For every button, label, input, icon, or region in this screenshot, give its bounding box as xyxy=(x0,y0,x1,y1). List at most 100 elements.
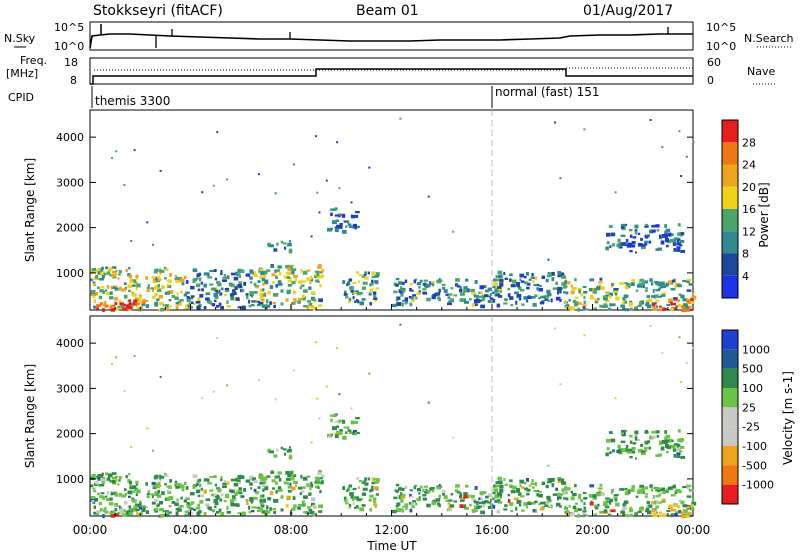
velocity-echo-cell xyxy=(207,506,212,510)
power-echo-cell xyxy=(510,284,516,288)
power-echo-cell xyxy=(479,285,484,290)
power-echo-cell xyxy=(677,223,681,227)
velocity-echo-cell xyxy=(336,347,339,350)
velocity-echo-cell xyxy=(274,398,277,401)
velocity-echo-cell xyxy=(599,483,603,487)
power-echo-cell xyxy=(155,276,158,281)
velocity-echo-cell xyxy=(544,504,549,507)
velocity-echo-cell xyxy=(638,488,642,492)
beam-title: Beam 01 xyxy=(356,3,419,19)
velocity-echo-cell xyxy=(682,504,687,507)
power-echo-cell xyxy=(509,273,513,277)
power-echo-cell xyxy=(670,238,675,243)
velocity-echo-cell xyxy=(249,475,254,480)
velocity-echo-cell xyxy=(368,372,371,375)
power-echo-cell xyxy=(671,233,674,237)
power-echo-cell xyxy=(245,273,251,277)
power-echo-cell xyxy=(644,280,649,284)
velocity-echo-cell xyxy=(159,475,165,479)
velocity-echo-cell xyxy=(487,505,492,510)
nave-tick-upper: 60 xyxy=(707,56,721,69)
velocity-echo-cell xyxy=(674,443,679,446)
velocity-echo-cell xyxy=(235,503,240,507)
power-echo-cell xyxy=(123,184,126,186)
velocity-echo-cell xyxy=(119,492,123,497)
velocity-echo-cell xyxy=(593,494,597,498)
power-echo-cell xyxy=(609,245,612,249)
velocity-echo-cell xyxy=(109,479,112,483)
velocity-echo-cell xyxy=(151,481,156,485)
top-panel-frame xyxy=(89,21,694,51)
velocity-echo-cell xyxy=(455,489,458,493)
power-echo-cell xyxy=(259,294,264,299)
power-echo-cell xyxy=(685,155,688,158)
velocity-echo-cell xyxy=(605,500,610,503)
velocity-echo-cell xyxy=(409,489,413,492)
power-echo-cell xyxy=(264,280,269,285)
velocity-echo-cell xyxy=(318,510,323,513)
power-echo-cell xyxy=(639,278,644,282)
power-echo-cell xyxy=(101,289,104,293)
velocity-echo-cell xyxy=(263,480,267,485)
power-echo-cell xyxy=(639,284,643,288)
velocity-echo-cell xyxy=(493,488,498,493)
power-echo-cell xyxy=(422,288,427,291)
power-echo-cell xyxy=(624,282,628,285)
power-echo-cell xyxy=(551,277,554,282)
velocity-panel-frame xyxy=(89,315,694,517)
velocity-echo-cell xyxy=(559,497,562,500)
velocity-echo-cell xyxy=(483,500,489,504)
velocity-echo-cell xyxy=(589,484,595,488)
velocity-echo-cell xyxy=(423,488,426,492)
velocity-echo-cell xyxy=(92,487,96,490)
power-echo-cell xyxy=(213,269,217,272)
velocity-echo-cell xyxy=(494,494,500,499)
power-echo-cell xyxy=(369,288,374,292)
power-echo-cell xyxy=(143,301,146,305)
power-echo-cell xyxy=(634,306,639,309)
power-echo-cell xyxy=(405,299,408,304)
velocity-colorbar-tick: -25 xyxy=(742,421,760,434)
power-echo-cell xyxy=(507,293,511,297)
velocity-echo-cell xyxy=(197,494,201,498)
power-echo-cell xyxy=(301,297,306,301)
velocity-echo-cell xyxy=(105,472,109,476)
velocity-echo-cell xyxy=(641,488,645,492)
velocity-echo-cell xyxy=(524,487,529,491)
power-echo-cell xyxy=(125,269,128,273)
velocity-echo-cell xyxy=(175,508,179,511)
velocity-echo-cell xyxy=(570,490,573,494)
velocity-echo-cell xyxy=(614,494,619,497)
velocity-echo-cell xyxy=(373,503,378,506)
velocity-echo-cell xyxy=(427,401,430,404)
power-echo-cell xyxy=(652,289,655,293)
power-echo-cell xyxy=(361,298,366,301)
velocity-echo-cell xyxy=(442,492,446,496)
power-echo-cell xyxy=(302,289,308,293)
velocity-echo-cell xyxy=(287,473,292,478)
velocity-echo-cell xyxy=(90,484,94,488)
power-echo-cell xyxy=(623,294,629,298)
velocity-echo-cell xyxy=(103,508,106,513)
velocity-echo-cell xyxy=(582,510,587,513)
power-echo-cell xyxy=(338,225,343,229)
power-echo-cell xyxy=(115,272,118,276)
power-echo-cell xyxy=(90,290,96,294)
power-echo-cell xyxy=(196,277,199,280)
power-echo-cell xyxy=(334,228,339,233)
velocity-echo-cell xyxy=(232,495,236,499)
velocity-echo-cell xyxy=(449,504,454,508)
velocity-echo-cell xyxy=(96,475,100,479)
velocity-echo-cell xyxy=(291,476,295,481)
velocity-echo-cell xyxy=(619,488,625,491)
power-echo-cell xyxy=(152,243,155,246)
power-echo-cell xyxy=(480,291,483,295)
power-echo-cell xyxy=(355,211,360,214)
power-colorbar-swatch xyxy=(722,231,738,254)
velocity-echo-cell xyxy=(398,487,402,491)
velocity-echo-cell xyxy=(166,497,171,501)
power-echo-cell xyxy=(358,280,360,283)
power-echo-cell xyxy=(123,303,127,307)
velocity-echo-cell xyxy=(251,477,255,481)
power-echo-cell xyxy=(214,295,219,300)
